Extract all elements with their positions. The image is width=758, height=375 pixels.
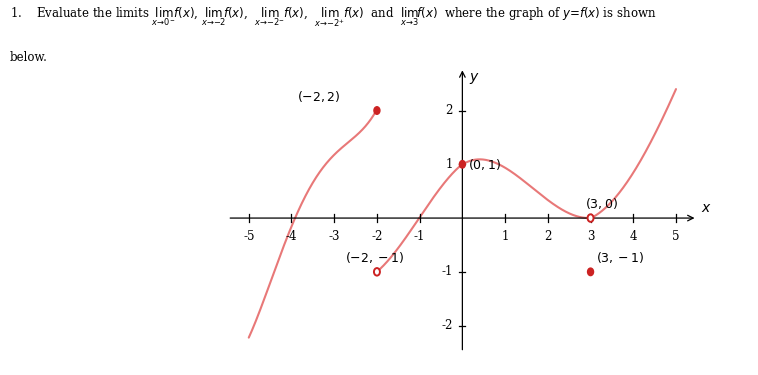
Circle shape — [459, 160, 465, 168]
Text: 2: 2 — [446, 104, 453, 117]
Text: below.: below. — [10, 51, 48, 64]
Text: -3: -3 — [328, 230, 340, 243]
Text: -1: -1 — [442, 266, 453, 278]
Circle shape — [374, 107, 380, 114]
Text: 3: 3 — [587, 230, 594, 243]
Text: -1: -1 — [414, 230, 425, 243]
Text: $(3,0)$: $(3,0)$ — [585, 195, 619, 210]
Text: $(3,-1)$: $(3,-1)$ — [596, 250, 644, 265]
Text: 5: 5 — [672, 230, 680, 243]
Text: $(-2,-1)$: $(-2,-1)$ — [345, 251, 404, 266]
Text: -5: -5 — [243, 230, 255, 243]
Text: -2: -2 — [442, 319, 453, 332]
Circle shape — [587, 214, 594, 222]
Circle shape — [587, 268, 594, 276]
Circle shape — [374, 268, 380, 276]
Text: -2: -2 — [371, 230, 383, 243]
Text: $y$: $y$ — [468, 71, 480, 86]
Text: $(0,1)$: $(0,1)$ — [468, 157, 501, 172]
Text: 1: 1 — [501, 230, 509, 243]
Text: -4: -4 — [286, 230, 297, 243]
Text: 1: 1 — [446, 158, 453, 171]
Text: 4: 4 — [630, 230, 637, 243]
Text: $x$: $x$ — [701, 201, 712, 215]
Text: 1.    Evaluate the limits $\lim_{x\to 0^-}\!f(x)$, $\lim_{x\to -2}\!f(x)$,  $\li: 1. Evaluate the limits $\lim_{x\to 0^-}\… — [10, 6, 656, 29]
Text: 2: 2 — [544, 230, 552, 243]
Text: $(-2,2)$: $(-2,2)$ — [297, 89, 340, 104]
